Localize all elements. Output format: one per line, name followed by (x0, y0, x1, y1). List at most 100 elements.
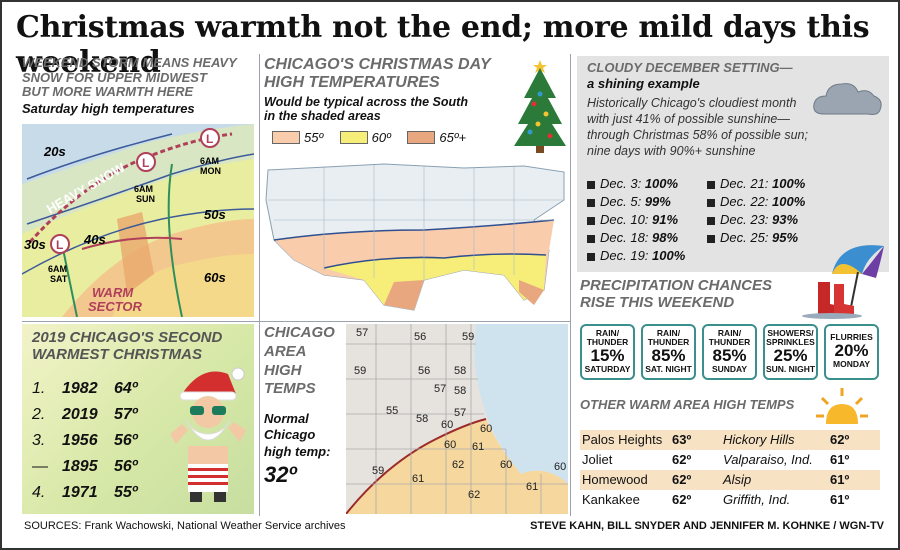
legend-label: 60º (371, 130, 391, 146)
precip-percent: 15% (590, 345, 625, 365)
storm-map: 20s 30s 40s 50s 60s HEAVY SNOW WARM SECT… (22, 124, 254, 317)
temp-value: 60 (480, 423, 492, 435)
storm-subheader: Saturday high temperatures (22, 100, 195, 116)
christmas-map-header: CHICAGO'S CHRISTMAS DAY HIGH TEMPERATURE… (264, 56, 564, 92)
cloudy-body-line: nine days with 90%+ sunshine (587, 144, 756, 159)
precip-percent: 25% (773, 345, 808, 365)
svg-text:L: L (142, 156, 149, 170)
temp-value: 58 (454, 365, 466, 377)
chicago-area-map: 57 56 59 59 56 58 57 58 55 58 57 60 60 6… (346, 324, 568, 514)
svg-text:L: L (56, 238, 63, 252)
cloud-icon (813, 83, 882, 115)
temp-label-50s: 50s (204, 207, 226, 222)
table-row: Palos Heights 63º Hickory Hills 62º (580, 430, 880, 450)
cloudy-body: Historically Chicago's cloudiest month w… (577, 91, 889, 160)
precip-header-line: PRECIPITATION CHANCES (580, 277, 772, 294)
christmas-tree-icon (514, 60, 566, 153)
cloudy-header: CLOUDY DECEMBER SETTING— (587, 60, 793, 75)
second-warmest-header-line: WARMEST CHRISTMAS (32, 345, 202, 363)
normal-temp-value: 32º (264, 461, 297, 487)
precip-day: SUN. NIGHT (765, 363, 816, 374)
warm-area-panel: OTHER WARM AREA HIGH TEMPS Palos Heights… (580, 397, 890, 513)
christmas-map-subheader: Would be typical across the South in the… (264, 95, 564, 123)
precip-header: PRECIPITATION CHANCES RISE THIS WEEKEND (580, 277, 890, 312)
normal-temp-label-line: Chicago (264, 427, 316, 443)
list-item: Dec. 18: 98% (587, 230, 678, 245)
precip-type: RAIN/THUNDER (708, 328, 751, 347)
second-warmest-header-line: 2019 CHICAGO'S SECOND (32, 329, 223, 346)
normal-temp-label-line: high temp: (264, 443, 331, 459)
temp-value: 57 (454, 407, 466, 419)
low-pressure-icon: L (136, 152, 156, 172)
divider (259, 54, 260, 516)
warm-sector-label: WARM (92, 285, 134, 300)
credits-text: STEVE KAHN, BILL SNYDER AND JENNIFER M. … (530, 520, 884, 532)
area-temps-header-line: HIGH (264, 361, 302, 379)
svg-text:L: L (206, 132, 213, 146)
normal-temp-label: Normal Chicago high temp: (264, 411, 342, 460)
low-pressure-icon: L (50, 234, 70, 254)
divider (22, 321, 570, 322)
area-temps-header-line: CHICAGO (264, 324, 335, 341)
cloudy-body-line: with just 41% of possible sunshine— (587, 111, 790, 126)
precip-header-line: RISE THIS WEEKEND (580, 293, 735, 311)
cloudy-subheader: a shining example (587, 75, 700, 91)
storm-header: WEEKEND STORM MEANS HEAVY SNOW FOR UPPER… (22, 55, 254, 100)
temp-value: 61 (472, 441, 484, 453)
temp-value: 56 (418, 365, 430, 377)
christmas-map-subheader-line: in the shaded areas (264, 108, 381, 123)
precip-day: SATURDAY (584, 363, 631, 374)
temp-value: 62 (452, 459, 464, 471)
temp-value: 59 (354, 365, 366, 377)
precip-card: RAIN/THUNDER 85% SAT. NIGHT (641, 324, 696, 380)
divider (570, 54, 571, 516)
christmas-map-subheader-line: Would be typical across the South (264, 94, 468, 109)
cloudy-body-line: Historically Chicago's cloudiest month (587, 95, 797, 110)
christmas-map-header-line: HIGH TEMPERATURES (264, 73, 440, 91)
temp-value: 62 (468, 489, 480, 501)
list-item: Dec. 5: 99% (587, 194, 671, 209)
list-item: Dec. 23: 93% (707, 212, 798, 227)
storm-header-line: BUT MORE WARMTH HERE (22, 84, 194, 100)
time-label-mon: 6AM MON (200, 156, 221, 176)
precip-type: FLURRIES (830, 332, 873, 342)
list-item: Dec. 25: 95% (707, 230, 798, 245)
precip-card: RAIN/THUNDER 85% SUNDAY (702, 324, 757, 380)
storm-header-line: SNOW FOR UPPER MIDWEST (22, 69, 207, 85)
temp-value: 61 (526, 481, 538, 493)
temp-label-30s: 30s (24, 237, 46, 252)
temp-value: 57 (434, 383, 446, 395)
temp-value: 60 (554, 461, 566, 473)
precip-card: SHOWERS/SPRINKLES 25% SUN. NIGHT (763, 324, 818, 380)
legend-label: 55º (304, 130, 324, 146)
list-item: Dec. 19: 100% (587, 248, 685, 263)
temperature-legend: 55º 60º 65º+ (264, 129, 564, 147)
area-temps-header-line: TEMPS (264, 380, 316, 398)
precip-card: FLURRIES 20% MONDAY (824, 324, 879, 380)
precip-percent: 20% (834, 340, 869, 360)
temp-value: 55 (386, 405, 398, 417)
sources-text: SOURCES: Frank Wachowski, National Weath… (24, 520, 346, 532)
temp-value: 60 (500, 459, 512, 471)
list-item: Dec. 21: 100% (707, 176, 805, 191)
table-row: Homewood 62º Alsip 61º (580, 470, 880, 490)
precip-day: MONDAY (833, 358, 870, 369)
legend-label: 65º+ (439, 130, 467, 146)
low-pressure-icon: L (200, 128, 220, 148)
precip-percent: 85% (651, 345, 686, 365)
page-title: Christmas warmth not the end; more mild … (16, 10, 870, 80)
precip-type: RAIN/THUNDER (647, 328, 690, 347)
warm-area-header: OTHER WARM AREA HIGH TEMPS (580, 397, 795, 412)
temp-value: 58 (454, 385, 466, 397)
precipitation-panel: PRECIPITATION CHANCES RISE THIS WEEKEND … (580, 277, 890, 388)
christmas-map-panel: CHICAGO'S CHRISTMAS DAY HIGH TEMPERATURE… (264, 56, 564, 321)
temp-value: 56 (414, 331, 426, 343)
christmas-map-header-line: CHICAGO'S CHRISTMAS DAY (264, 56, 491, 73)
precip-card: RAIN/THUNDER 15% SATURDAY (580, 324, 635, 380)
sun-icon (816, 388, 868, 424)
legend-swatch-55 (272, 131, 300, 145)
temp-label-20s: 20s (43, 144, 66, 159)
area-temps-header-line: AREA (264, 342, 307, 360)
list-item: Dec. 10: 91% (587, 212, 678, 227)
warm-sector-label: SECTOR (88, 299, 143, 314)
